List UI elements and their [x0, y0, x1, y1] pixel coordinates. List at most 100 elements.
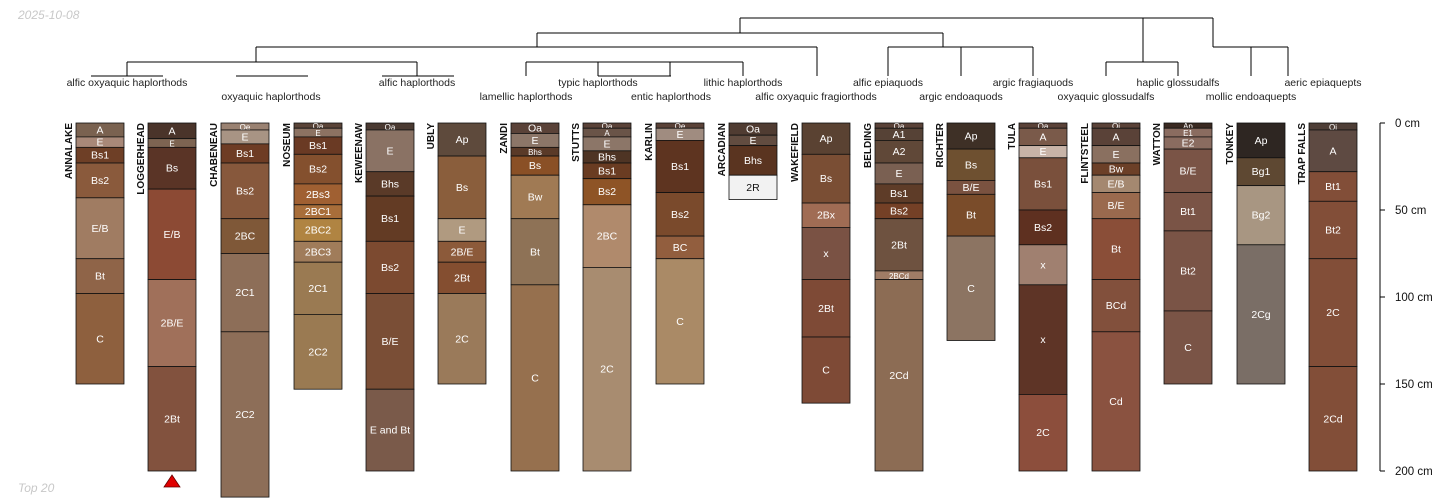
horizon-label: A [604, 129, 610, 138]
horizon-block [1163, 230, 1213, 312]
horizon-label: Bw [1109, 164, 1124, 176]
horizon-block [1308, 200, 1358, 260]
horizon-label: Bt1 [1325, 181, 1341, 193]
horizon-label: 2BC3 [305, 246, 331, 258]
horizon-label: 2Bt [891, 239, 907, 251]
horizon-block [1018, 284, 1068, 395]
horizon-label: BC [673, 242, 688, 254]
horizon-block [1091, 192, 1141, 220]
horizon-label: A [1039, 131, 1046, 143]
horizon-block [1018, 209, 1068, 246]
profile-name: ANNALAKE [64, 123, 75, 179]
horizon-block [1163, 310, 1213, 385]
subgroup-label: alfic haplorthods [379, 77, 455, 89]
horizon-block [801, 226, 851, 280]
truncation-marker [163, 474, 181, 488]
horizon-label: 2Cd [1323, 413, 1342, 425]
horizon-label: A1 [893, 129, 906, 141]
horizon-label: Bs1 [381, 213, 399, 225]
horizon-label: 2BC [597, 231, 618, 243]
horizon-block [1308, 366, 1358, 472]
horizon-label: B/E [1108, 200, 1125, 212]
horizon-block [365, 240, 415, 294]
horizon-block [801, 153, 851, 204]
horizon-label: Bg1 [1252, 166, 1271, 178]
horizon-label: Bhs [381, 178, 399, 190]
horizon-label: E [895, 168, 902, 180]
horizon-block [365, 388, 415, 472]
horizon-label: Oa [313, 122, 324, 131]
horizon-label: E [1039, 146, 1046, 158]
horizon-label: Bs2 [309, 164, 327, 176]
horizon-label: Bhs [744, 155, 762, 167]
horizon-block [801, 279, 851, 338]
horizon-block [1018, 244, 1068, 286]
horizon-label: B/E [963, 182, 980, 194]
horizon-label: BCd [1106, 300, 1127, 312]
horizon-block [1308, 258, 1358, 367]
horizon-label: 2C [455, 333, 469, 345]
profile-name: STUTTS [571, 123, 582, 162]
horizon-block [1236, 122, 1286, 159]
horizon-label: E [531, 135, 538, 147]
horizon-label: Oe [675, 122, 686, 131]
horizon-label: Bs2 [381, 262, 399, 274]
horizon-block [655, 258, 705, 385]
horizon-label: Bs1 [309, 140, 327, 152]
horizon-block [75, 197, 125, 260]
horizon-label: 2B/E [161, 318, 184, 330]
horizon-block [1018, 394, 1068, 472]
horizon-label: Bs2 [236, 185, 254, 197]
horizon-label: E [603, 138, 610, 150]
horizon-label: C [1184, 342, 1192, 354]
horizon-label: Bs [456, 182, 468, 194]
horizon-block [510, 284, 560, 472]
horizon-label: 2B/E [451, 246, 474, 258]
horizon-label: Bs2 [598, 186, 616, 198]
horizon-label: E [241, 131, 248, 143]
horizon-label: Bt [1111, 244, 1121, 256]
profile-name: BELDING [863, 123, 874, 168]
horizon-label: Oi [1329, 123, 1337, 132]
horizon-block [801, 202, 851, 228]
subgroup-label: lithic haplorthods [704, 77, 783, 89]
horizon-label: Bs2 [1034, 222, 1052, 234]
horizon-label: 2Bx [817, 210, 836, 222]
horizon-label: 2BCd [889, 272, 909, 281]
horizon-block [1091, 279, 1141, 333]
horizon-block [220, 162, 270, 220]
subgroup-label: oxyaquic glossudalfs [1058, 91, 1155, 103]
horizon-label: C [96, 333, 104, 345]
horizon-block [510, 174, 560, 220]
subgroup-label: mollic endoaquepts [1206, 91, 1296, 103]
horizon-label: x [1040, 334, 1046, 346]
horizon-label: Bt [966, 210, 976, 222]
profile-name: UBLY [426, 123, 437, 150]
horizon-label: E2 [1182, 138, 1195, 150]
horizon-label: 2R [746, 182, 760, 194]
horizon-block [220, 218, 270, 254]
horizon-block [365, 293, 415, 390]
profile-name: ARCADIAN [717, 123, 728, 176]
horizon-label: E [676, 129, 683, 141]
horizon-label: E [749, 135, 756, 147]
horizon-label: x [823, 248, 829, 260]
horizon-label: Bs [820, 173, 832, 185]
horizon-label: 2BC [235, 231, 256, 243]
subgroup-label: alfic oxyaquic haplorthods [67, 77, 188, 89]
horizon-label: Oa [894, 122, 905, 131]
horizon-label: Bhs [598, 151, 616, 163]
subgroup-label: lamellic haplorthods [480, 91, 573, 103]
horizon-label: Bt [95, 271, 105, 283]
horizon-label: Oa [602, 122, 613, 131]
horizon-label: 2Bt [164, 413, 180, 425]
horizon-label: 2Cg [1251, 309, 1270, 321]
horizon-block [874, 218, 924, 272]
horizon-label: A [96, 124, 103, 136]
horizon-label: Bs1 [1034, 178, 1052, 190]
horizon-label: Bs [965, 159, 977, 171]
horizon-label: Bg2 [1252, 210, 1271, 222]
subgroup-label: haplic glossudalfs [1137, 77, 1220, 89]
horizon-block [801, 122, 851, 155]
